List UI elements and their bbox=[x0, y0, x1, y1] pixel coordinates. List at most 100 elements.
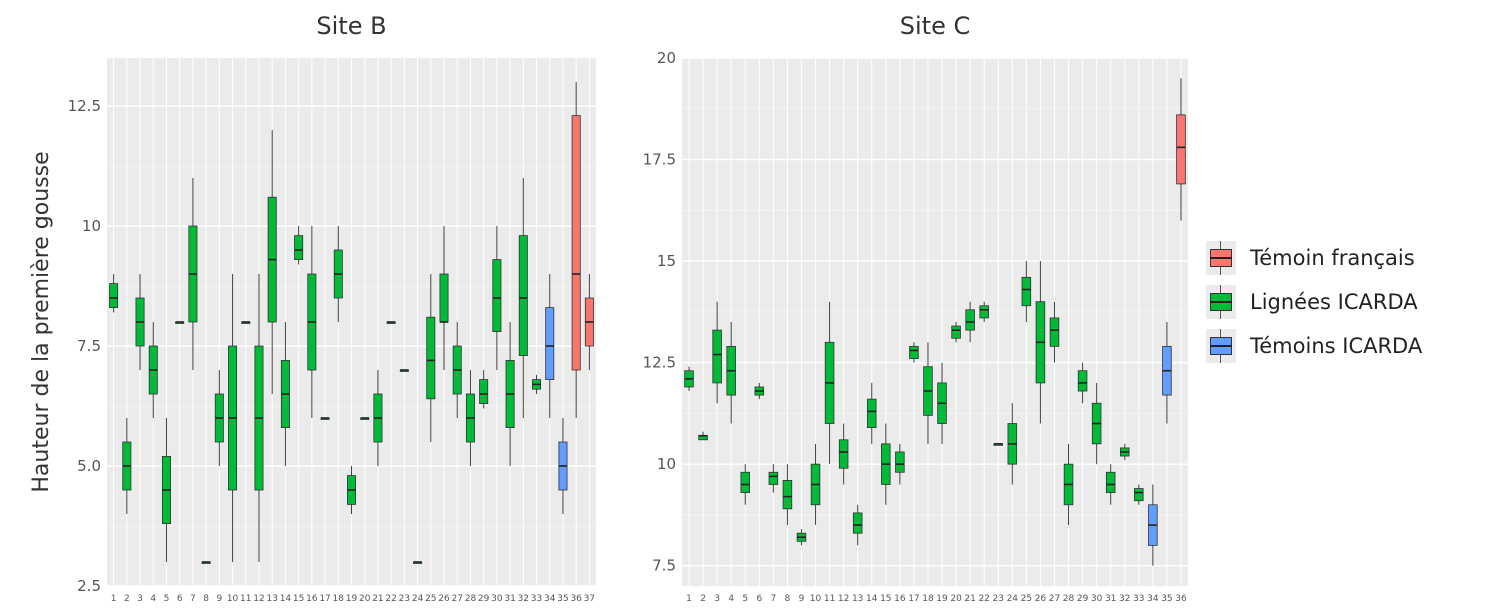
box-3 bbox=[712, 301, 722, 404]
box-18 bbox=[923, 342, 933, 444]
box-22 bbox=[979, 301, 989, 322]
box-34 bbox=[545, 274, 555, 418]
chart-title: Site C bbox=[900, 12, 970, 40]
box-body bbox=[492, 259, 502, 333]
x-tick-label: 35 bbox=[1161, 594, 1172, 604]
box-13 bbox=[852, 504, 863, 546]
x-tick-label: 3 bbox=[137, 594, 143, 604]
box-10 bbox=[228, 274, 238, 562]
y-tick-label: 10 bbox=[657, 455, 676, 473]
legend-key-red bbox=[1206, 241, 1236, 275]
box-15 bbox=[881, 423, 891, 505]
legend-item-temoins-icarda: Témoins ICARDA bbox=[1206, 326, 1422, 366]
box-26 bbox=[1035, 261, 1046, 424]
x-tick-label: 1 bbox=[111, 594, 117, 604]
box-24 bbox=[1007, 403, 1018, 485]
site-b-chart: Site B Hauteur de la première gousse 2.5 5.… bbox=[29, 12, 596, 604]
box-26 bbox=[439, 226, 449, 370]
box-25 bbox=[1021, 261, 1032, 322]
box-29 bbox=[479, 370, 489, 409]
x-tick-label: 34 bbox=[1147, 594, 1159, 604]
box-body bbox=[1105, 471, 1116, 493]
x-tick-label: 24 bbox=[1007, 594, 1019, 604]
box-15 bbox=[294, 226, 304, 265]
box-2 bbox=[122, 418, 132, 514]
box-14 bbox=[280, 322, 290, 466]
x-tick-label: 2 bbox=[124, 594, 130, 604]
box-33 bbox=[532, 374, 542, 394]
x-tick-label: 30 bbox=[1091, 594, 1103, 604]
box-33 bbox=[1134, 484, 1144, 505]
x-tick-label: 18 bbox=[333, 594, 345, 604]
box-body bbox=[740, 471, 751, 493]
x-tick-label: 32 bbox=[1119, 594, 1130, 604]
box-13 bbox=[267, 130, 277, 394]
x-tick-label: 11 bbox=[240, 594, 251, 604]
y-tick-label: 5.0 bbox=[77, 457, 101, 475]
box-10 bbox=[810, 443, 821, 526]
x-tick-label: 9 bbox=[799, 594, 805, 604]
x-tick-label: 2 bbox=[700, 594, 706, 604]
box-20 bbox=[951, 322, 961, 343]
box-body bbox=[979, 305, 989, 319]
x-tick-label: 27 bbox=[1049, 594, 1060, 604]
box-5 bbox=[740, 464, 751, 505]
box-16 bbox=[307, 226, 317, 418]
x-tick-label: 14 bbox=[866, 594, 878, 604]
box-2 bbox=[698, 431, 708, 441]
x-tick-label: 15 bbox=[880, 594, 891, 604]
box-27 bbox=[1049, 301, 1060, 363]
y-tick-label: 17.5 bbox=[643, 151, 676, 169]
box-35 bbox=[558, 418, 568, 514]
x-tick-label: 19 bbox=[936, 594, 948, 604]
box-4 bbox=[726, 322, 736, 424]
box-body bbox=[838, 439, 849, 469]
y-tick-label: 10 bbox=[82, 217, 101, 235]
legend-label: Témoins ICARDA bbox=[1250, 334, 1423, 358]
y-tick-label: 7.5 bbox=[652, 557, 676, 575]
box-36 bbox=[1176, 78, 1186, 221]
box-31 bbox=[505, 322, 515, 466]
box-14 bbox=[866, 382, 877, 444]
box-16 bbox=[895, 443, 905, 485]
x-tick-label: 31 bbox=[1105, 594, 1116, 604]
box-37 bbox=[584, 274, 594, 370]
box-body bbox=[852, 512, 863, 534]
box-body bbox=[895, 451, 905, 473]
box-9 bbox=[796, 529, 807, 546]
x-tick-label: 6 bbox=[756, 594, 762, 604]
box-5 bbox=[161, 418, 171, 562]
x-tick-label: 31 bbox=[504, 594, 515, 604]
x-tick-label: 34 bbox=[544, 594, 556, 604]
box-body bbox=[1021, 276, 1032, 307]
x-tick-label: 10 bbox=[227, 594, 239, 604]
box-18 bbox=[333, 226, 343, 322]
box-11 bbox=[824, 301, 835, 465]
box-29 bbox=[1077, 362, 1088, 404]
box-body bbox=[951, 325, 961, 339]
box-36 bbox=[571, 82, 581, 418]
box-22 bbox=[386, 321, 396, 324]
x-tick-label: 5 bbox=[742, 594, 748, 604]
box-6 bbox=[175, 321, 185, 324]
x-tick-label: 6 bbox=[177, 594, 183, 604]
x-tick-label: 22 bbox=[978, 594, 989, 604]
x-tick-label: 14 bbox=[280, 594, 292, 604]
box-19 bbox=[937, 362, 947, 444]
legend-label: Témoin français bbox=[1250, 246, 1415, 270]
box-12 bbox=[838, 423, 849, 485]
box-body bbox=[571, 115, 581, 371]
box-23 bbox=[399, 369, 409, 372]
legend-item-lignees-icarda: Lignées ICARDA bbox=[1206, 282, 1418, 322]
x-tick-label: 7 bbox=[190, 594, 196, 604]
x-tick-label: 17 bbox=[319, 594, 330, 604]
x-tick-label: 26 bbox=[1035, 594, 1047, 604]
box-body bbox=[439, 273, 449, 323]
box-body bbox=[965, 309, 975, 331]
x-tick-label: 5 bbox=[164, 594, 170, 604]
box-body bbox=[1077, 370, 1088, 392]
box-body bbox=[518, 235, 528, 357]
box-30 bbox=[1091, 382, 1102, 465]
box-body bbox=[109, 283, 119, 309]
x-tick-label: 18 bbox=[922, 594, 934, 604]
